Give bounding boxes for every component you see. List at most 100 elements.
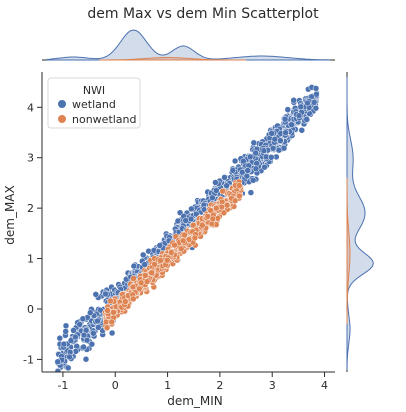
scatter-point-nonwetland	[130, 295, 137, 303]
scatter-point-wetland	[54, 368, 62, 372]
scatter-point-wetland	[269, 145, 277, 152]
scatter-point-nonwetland	[236, 182, 243, 189]
scatter-point-wetland	[268, 130, 275, 137]
scatter-point-nonwetland	[104, 307, 111, 314]
scatter-point-wetland	[94, 317, 101, 325]
scatter-point-nonwetland	[103, 324, 111, 331]
right-kde-nonwetland	[346, 177, 351, 325]
scatter-point-wetland	[221, 174, 228, 181]
scatter-point-nonwetland	[129, 283, 137, 291]
legend-title: NWI	[83, 84, 105, 97]
scatter-point-wetland	[76, 321, 83, 328]
scatter-point-wetland	[70, 327, 77, 334]
scatter-point-wetland	[260, 147, 268, 154]
legend-box	[47, 77, 141, 129]
scatter-point-wetland	[297, 103, 305, 111]
scatter-point-wetland	[281, 115, 289, 123]
scatter-point-nonwetland	[130, 275, 137, 282]
scatter-point-wetland	[252, 149, 259, 157]
scatter-point-wetland	[290, 97, 297, 104]
scatter-point-wetland	[56, 334, 64, 342]
scatter-point-nonwetland	[142, 272, 149, 279]
scatter-point-nonwetland	[179, 237, 187, 245]
y-tick-label: 4	[27, 101, 34, 114]
top-kde-nonwetland	[99, 57, 247, 61]
scatter-point-nonwetland	[218, 203, 225, 211]
y-tick-label: 0	[27, 303, 34, 316]
legend-marker-wetland	[58, 100, 66, 108]
scatter-point-wetland	[253, 160, 260, 167]
scatter-point-wetland	[271, 135, 279, 143]
scatter-point-wetland	[250, 139, 258, 147]
scatter-point-wetland	[282, 129, 289, 136]
scatter-point-nonwetland	[137, 279, 145, 287]
scatter-point-wetland	[54, 358, 61, 366]
legend-label-nonwetland: nonwetland	[72, 113, 137, 126]
scatter-point-nonwetland	[110, 309, 117, 316]
scatter-point-nonwetland	[151, 261, 158, 268]
scatter-point-wetland	[247, 189, 255, 196]
scatter-point-nonwetland	[102, 318, 110, 326]
scatter-point-nonwetland	[209, 215, 217, 223]
scatter-point-wetland	[88, 340, 96, 348]
scatter-point-nonwetland	[122, 298, 129, 305]
scatter-point-nonwetland	[191, 234, 199, 242]
scatter-point-nonwetland	[199, 221, 206, 229]
scatter-point-nonwetland	[181, 231, 188, 239]
scatter-point-wetland	[108, 329, 116, 337]
scatter-point-wetland	[304, 99, 311, 107]
scatter-point-wetland	[209, 194, 216, 202]
scatter-point-wetland	[240, 157, 247, 165]
x-tick-label: 3	[269, 379, 276, 392]
top-marginal-kde	[42, 29, 335, 61]
right-kde-wetland	[346, 77, 374, 371]
points-group	[54, 84, 320, 372]
scatter-point-nonwetland	[157, 257, 164, 264]
x-tick-label: 1	[164, 379, 171, 392]
scatter-point-wetland	[66, 353, 73, 361]
right-marginal-kde	[346, 72, 374, 372]
legend-label-wetland: wetland	[72, 98, 116, 111]
scatter-point-wetland	[212, 179, 219, 186]
scatter-point-wetland	[223, 182, 230, 189]
scatter-point-wetland	[156, 242, 164, 249]
scatter-point-wetland	[284, 106, 292, 113]
y-tick-label: 2	[27, 202, 34, 215]
scatter-point-wetland	[295, 112, 303, 119]
scatter-point-wetland	[268, 154, 275, 161]
scatter-point-wetland	[62, 328, 69, 335]
y-axis: -1 0 1 2 3 4	[23, 72, 43, 372]
scatter-point-wetland	[62, 322, 70, 330]
scatter-point-wetland	[90, 330, 97, 337]
scatter-point-wetland	[231, 157, 239, 165]
scatter-point-wetland	[239, 168, 246, 176]
scatter-point-wetland	[312, 104, 320, 112]
scatter-point-wetland	[213, 187, 220, 194]
scatter-point-wetland	[261, 163, 268, 171]
scatter-point-nonwetland	[167, 249, 175, 256]
scatter-point-nonwetland	[143, 278, 151, 285]
scatter-point-wetland	[102, 290, 109, 298]
scatter-point-wetland	[67, 337, 75, 344]
scatter-point-wetland	[249, 177, 257, 184]
scatter-point-wetland	[229, 167, 237, 174]
scatter-point-wetland	[64, 364, 72, 372]
scatter-point-wetland	[244, 167, 251, 174]
scatter-point-wetland	[130, 262, 138, 270]
scatter-point-wetland	[83, 336, 91, 344]
scatter-point-nonwetland	[171, 241, 178, 249]
scatter-point-nonwetland	[231, 197, 239, 205]
scatter-point-wetland	[80, 343, 87, 351]
scatter-point-nonwetland	[107, 297, 114, 305]
scatter-point-wetland	[246, 153, 254, 161]
scatter-point-nonwetland	[148, 269, 155, 277]
scatter-point-wetland	[252, 165, 260, 173]
scatter-point-nonwetland	[213, 204, 220, 212]
legend-marker-nonwetland	[58, 115, 66, 123]
x-tick-label: 2	[216, 379, 223, 392]
scatter-point-wetland	[182, 217, 189, 224]
scatter-point-wetland	[312, 85, 320, 92]
scatter-point-wetland	[72, 333, 79, 341]
chart-title: dem Max vs dem Min Scatterplot	[87, 6, 319, 22]
